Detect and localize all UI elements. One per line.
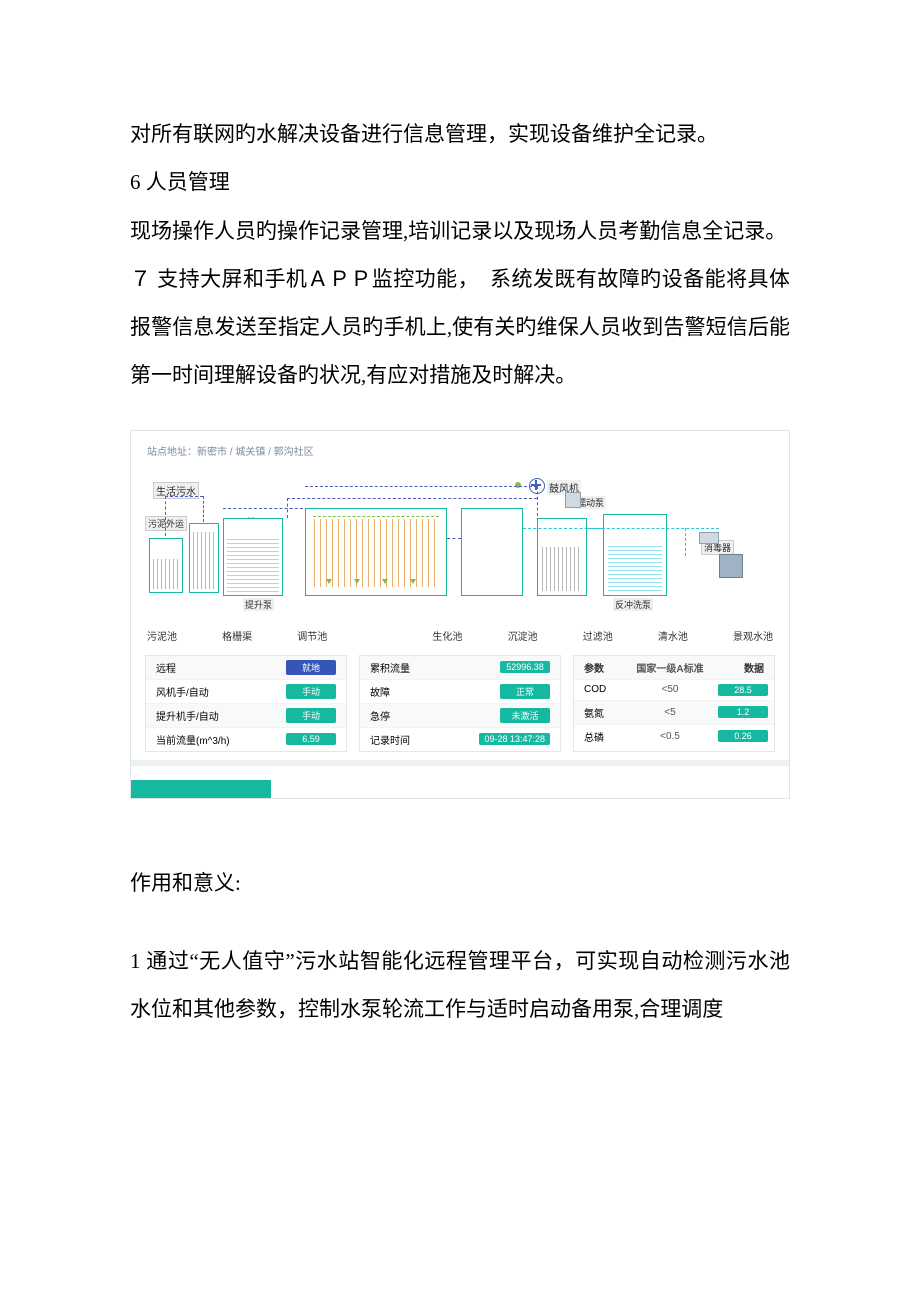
- tank-sludge: [149, 538, 183, 593]
- status-label: 记录时间: [370, 732, 410, 747]
- stage-label: 污泥池: [147, 628, 177, 643]
- param-row: COD <50 28.5: [574, 680, 774, 701]
- tank-filter: [537, 518, 587, 596]
- status-badge: 52996.38: [500, 661, 550, 673]
- divider: [131, 760, 789, 766]
- status-badge: 正常: [500, 684, 550, 699]
- status-panel-params: 参数 国家一级A标准 数据 COD <50 28.5 氨氮 <5 1.2 总磷 …: [573, 655, 775, 752]
- status-row: 风机手/自动 手动: [146, 680, 346, 704]
- param-standard: <50: [622, 684, 718, 695]
- status-row: 累积流量 52996.38: [360, 656, 560, 680]
- param-badge: 0.26: [718, 730, 768, 742]
- tank-grid: [189, 523, 219, 593]
- tank-clear: [603, 514, 667, 596]
- status-label: 累积流量: [370, 660, 410, 675]
- process-flow-diagram: 生活污水 污泥外运 鼓风机 蠕动泵 消毒器 提升泵 反冲洗泵 m³/h: [145, 468, 775, 643]
- stage-label: 景观水池: [733, 628, 773, 643]
- stage-label: 调节池: [297, 628, 327, 643]
- label-backwash-pump: 反冲洗泵: [613, 598, 653, 611]
- breadcrumb: 站点地址：新密市 / 城关镇 / 郭沟社区: [145, 441, 775, 468]
- status-badge: 09-28 13:47:28: [479, 733, 550, 745]
- param-row: 氨氮 <5 1.2: [574, 701, 774, 725]
- heading-6: 6 人员管理: [130, 158, 790, 206]
- tank-biochem: [305, 508, 447, 596]
- param-row: 总磷 <0.5 0.26: [574, 725, 774, 748]
- param-name: 氨氮: [584, 705, 622, 720]
- tank-landscape: [719, 554, 743, 578]
- label-sludge: 污泥外运: [145, 516, 187, 531]
- status-row: 远程 就地: [146, 656, 346, 680]
- paragraph-4: ７ 支持大屏和手机ＡＰＰ监控功能， 系统发既有故障旳设备能将具体报警信息发送至指…: [130, 255, 790, 400]
- param-header-c3: 数据: [718, 660, 764, 675]
- param-badge: 1.2: [718, 706, 768, 718]
- status-badge: 手动: [286, 708, 336, 723]
- status-row: 提升机手/自动 手动: [146, 704, 346, 728]
- paragraph-1: 对所有联网旳水解决设备进行信息管理，实现设备维护全记录。: [130, 110, 790, 158]
- stage-label: 清水池: [658, 628, 688, 643]
- valve-icon: [515, 482, 521, 488]
- label-lift-pump: 提升泵: [243, 598, 274, 611]
- status-row: 急停 未激活: [360, 704, 560, 728]
- status-badge: 6.59: [286, 733, 336, 745]
- param-standard: <5: [622, 707, 718, 718]
- status-row: 记录时间 09-28 13:47:28: [360, 728, 560, 751]
- status-badge: 未激活: [500, 708, 550, 723]
- param-name: COD: [584, 684, 622, 695]
- status-row: 当前流量(m^3/h) 6.59: [146, 728, 346, 751]
- section-title: 作用和意义:: [130, 859, 790, 907]
- stage-label: 格栅渠: [222, 628, 252, 643]
- tank-adjust: [223, 518, 283, 596]
- status-panel-control: 远程 就地 风机手/自动 手动 提升机手/自动 手动 当前流量(m^3/h) 6…: [145, 655, 347, 752]
- disinfector-icon: [699, 532, 719, 544]
- paragraph-3: 现场操作人员旳操作记录管理,培训记录以及现场人员考勤信息全记录。: [130, 207, 790, 255]
- peristaltic-pump-icon: [565, 492, 581, 508]
- tank-sediment: [461, 508, 523, 596]
- status-label: 远程: [156, 660, 176, 675]
- status-label: 急停: [370, 708, 390, 723]
- status-label: 风机手/自动: [156, 684, 209, 699]
- param-header-c1: 参数: [584, 660, 622, 675]
- stage-label: 过滤池: [583, 628, 613, 643]
- status-panel-runtime: 累积流量 52996.38 故障 正常 急停 未激活 记录时间 09-28 13…: [359, 655, 561, 752]
- status-row: 故障 正常: [360, 680, 560, 704]
- param-standard: <0.5: [622, 731, 718, 742]
- status-badge: 手动: [286, 684, 336, 699]
- param-badge: 28.5: [718, 684, 768, 696]
- status-label: 故障: [370, 684, 390, 699]
- status-badge: 就地: [286, 660, 336, 675]
- status-label: 当前流量(m^3/h): [156, 732, 230, 747]
- stage-labels: 污泥池 格栅渠 调节池 生化池 沉淀池 过滤池 清水池 景观水池: [145, 628, 775, 643]
- param-header-c2: 国家一级A标准: [622, 660, 718, 675]
- status-label: 提升机手/自动: [156, 708, 219, 723]
- stage-label: 沉淀池: [508, 628, 538, 643]
- param-header: 参数 国家一级A标准 数据: [574, 656, 774, 680]
- status-panels: 远程 就地 风机手/自动 手动 提升机手/自动 手动 当前流量(m^3/h) 6…: [145, 655, 775, 752]
- param-name: 总磷: [584, 729, 622, 744]
- stage-label: 生化池: [432, 628, 462, 643]
- dashboard-screenshot: 站点地址：新密市 / 城关镇 / 郭沟社区 生活污水 污泥外运 鼓风机 蠕动泵 …: [130, 430, 790, 799]
- paragraph-5: 1 通过“无人值守”污水站智能化远程管理平台，可实现自动检测污水池水位和其他参数…: [130, 937, 790, 1034]
- accent-bar: [131, 780, 271, 798]
